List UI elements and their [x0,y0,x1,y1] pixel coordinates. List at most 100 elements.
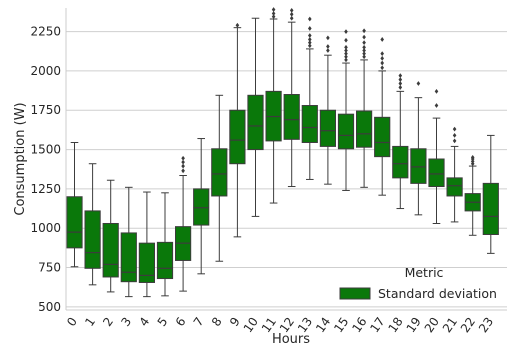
y-tick-label: 1250 [30,182,61,196]
outlier-point [362,48,366,53]
y-tick-label: 750 [38,261,61,275]
box-hour-2 [102,179,119,293]
x-tick-label: 3 [118,315,134,329]
outlier-point [344,57,348,63]
box-hour-10 [247,17,264,217]
box-iqr [482,182,499,235]
y-tick-label: 1000 [30,221,61,235]
legend: Metric Standard deviation [339,265,497,301]
box-hour-5 [156,192,174,297]
box-hour-1 [84,163,101,286]
box-iqr [84,210,101,269]
box-hour-13 [301,16,318,180]
outlier-point [271,11,276,16]
box-iqr [229,109,246,165]
box-hour-8 [211,94,228,262]
box-iqr [319,109,336,147]
box-iqr [120,232,137,283]
box-iqr [374,116,391,158]
box-hour-14 [319,35,336,185]
outlier-point [289,15,294,21]
outlier-point [308,40,312,46]
x-tick-label: 6 [173,315,189,329]
outlier-point [362,51,366,57]
box-iqr [66,196,83,249]
box-hour-0 [66,141,83,268]
outlier-point [289,7,294,13]
box-iqr [102,222,119,278]
box-hour-16 [356,28,373,188]
outlier-point [344,29,348,34]
outlier-point [452,133,457,138]
outlier-point [416,81,421,86]
x-tick-label: 0 [64,315,80,329]
x-tick-label: 16 [349,315,369,336]
box-hour-15 [337,29,355,191]
box-hour-4 [138,191,156,298]
x-tick-label: 23 [476,315,496,336]
box-hour-11 [265,7,282,204]
box-iqr [428,158,445,188]
box-hour-17 [374,37,391,196]
outlier-point [308,26,312,31]
outlier-point [362,54,366,60]
outlier-point [271,7,276,12]
outlier-point [308,37,312,42]
outlier-point [380,37,384,42]
x-tick-label: 7 [191,315,207,329]
outlier-point [271,14,276,20]
box-iqr [337,113,355,150]
outlier-point [452,138,457,144]
outlier-point [380,55,384,61]
box-hour-9 [229,22,246,238]
x-tick-label: 15 [331,315,351,336]
outlier-point [181,163,185,169]
outlier-point [181,159,185,165]
outlier-point [380,65,384,71]
box-iqr [211,148,228,197]
outlier-point [344,37,348,43]
x-tick-label: 2 [100,315,116,329]
outlier-point [398,77,403,82]
x-tick-label: 21 [440,315,460,336]
outlier-point [380,60,384,66]
legend-swatch [339,287,371,300]
box-hour-20 [428,88,445,224]
box-hour-22 [464,155,481,236]
box-iqr [301,105,318,143]
outlier-point [326,48,330,53]
x-tick-label: 4 [137,315,153,329]
box-hour-23 [482,134,499,254]
outlier-point [344,48,348,53]
x-axis-title: Hours [272,332,310,347]
outlier-point [452,126,457,132]
box-iqr [410,148,427,184]
outlier-point [344,54,348,60]
outlier-point [344,44,348,50]
x-tick-label: 19 [404,315,424,336]
box-hour-6 [175,155,192,292]
box-hour-7 [193,138,210,275]
outlier-point [398,85,403,90]
x-tick-label: 22 [458,315,478,336]
box-hour-21 [446,126,463,223]
outlier-point [344,51,348,57]
y-tick-label: 2000 [30,64,61,78]
box-iqr [247,94,264,151]
y-axis-ticks: 500 750 1000 1250 1500 1750 2000 2250 [30,25,61,314]
box-series [66,7,499,298]
box-iqr [356,110,373,148]
box-iqr [392,145,409,179]
outlier-point [362,28,366,34]
box-iqr [156,241,174,280]
box-hour-18 [392,73,409,210]
y-tick-label: 500 [38,300,61,314]
x-tick-label: 18 [386,315,406,336]
box-hour-12 [283,7,300,188]
outlier-point [326,35,330,41]
outlier-point [362,34,366,40]
outlier-point [398,81,403,86]
outlier-point [326,44,330,49]
outlier-point [380,51,384,57]
